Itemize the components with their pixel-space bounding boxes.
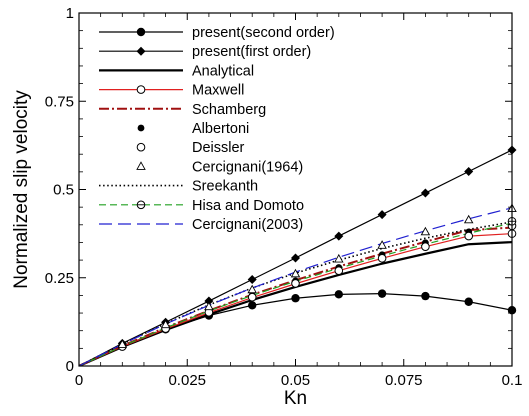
legend-entry-cercignani-2003: Cercignani(2003) <box>99 217 303 233</box>
y-tick-label: 1 <box>66 5 74 22</box>
data-point-present-second-order <box>377 289 387 298</box>
data-point-present-second-order <box>248 301 257 310</box>
legend-entry-hisa-and-domoto: Hisa and Domoto <box>99 198 304 214</box>
data-point-present-first-order <box>247 275 257 285</box>
data-point-present-first-order <box>334 231 344 241</box>
x-tick-label: 0 <box>75 372 83 389</box>
legend-entry-albertoni: Albertoni <box>137 121 249 137</box>
data-point-deissler <box>334 266 344 275</box>
x-tick-label: 0.075 <box>385 372 423 389</box>
legend-entry-cercignani-1964: Cercignani(1964) <box>136 159 303 175</box>
legend: present(second order) present(first order… <box>99 25 335 233</box>
legend-label: Deissler <box>192 140 245 156</box>
data-point-deissler <box>464 231 474 241</box>
data-point-present-second-order <box>291 294 300 303</box>
data-point-present-first-order <box>420 188 430 198</box>
y-tick-label: 0.25 <box>45 270 74 287</box>
data-point-deissler <box>247 292 257 302</box>
data-point-present-second-order <box>334 290 343 299</box>
legend-swatch-marker <box>136 200 146 210</box>
legend-label: Hisa and Domoto <box>192 198 304 214</box>
legend-label: Sreekanth <box>192 179 258 195</box>
legend-swatch-marker <box>136 27 146 37</box>
legend-swatch-marker <box>136 85 146 94</box>
data-point-present-second-order <box>421 291 430 301</box>
data-point-cercignani-1964 <box>117 339 128 348</box>
y-axis-label: Normalized slip velocity <box>11 90 32 289</box>
x-axis-label: Kn <box>284 388 307 409</box>
series-line-sreekanth <box>79 221 512 366</box>
series-line-present-second-order <box>79 293 512 366</box>
legend-label: present(first order) <box>192 44 311 60</box>
legend-label: Albertoni <box>192 121 249 137</box>
marker-layer <box>117 145 517 351</box>
data-point-cercignani-1964 <box>290 268 301 278</box>
legend-label: Cercignani(1964) <box>192 159 303 175</box>
legend-label: Maxwell <box>192 83 244 99</box>
legend-swatch-marker <box>136 46 146 56</box>
x-tick-label: 0.025 <box>168 372 206 389</box>
legend-swatch-marker <box>136 142 146 152</box>
data-point-cercignani-1964 <box>160 319 171 329</box>
y-tick-label: 0 <box>66 358 74 375</box>
x-tick-label: 0.1 <box>502 372 523 389</box>
y-tick-label: 0.5 <box>53 182 74 199</box>
legend-label: Analytical <box>192 63 254 79</box>
data-point-present-first-order <box>464 166 474 176</box>
legend-entry-schamberg: Schamberg <box>99 102 266 118</box>
legend-entry-present-first-order: present(first order) <box>99 44 311 60</box>
legend-label: Schamberg <box>192 102 266 118</box>
legend-label: Cercignani(2003) <box>192 217 303 233</box>
legend-swatch-marker <box>136 161 146 170</box>
data-point-cercignani-1964 <box>377 240 387 249</box>
legend-entry-maxwell: Maxwell <box>99 83 244 99</box>
data-point-deissler <box>421 242 430 251</box>
plot-frame <box>78 12 513 367</box>
legend-entry-deissler: Deissler <box>136 140 245 156</box>
data-point-cercignani-1964 <box>463 214 474 224</box>
data-point-cercignani-1964 <box>247 284 257 294</box>
data-point-present-first-order <box>377 210 387 220</box>
x-tick-label: 0.05 <box>281 372 310 389</box>
data-point-present-first-order <box>291 253 300 263</box>
legend-entry-present-second-order: present(second order) <box>99 25 335 41</box>
y-tick-label: 0.75 <box>45 93 74 110</box>
data-point-deissler <box>291 279 300 288</box>
data-point-present-second-order <box>464 297 473 306</box>
data-point-present-first-order <box>204 296 214 306</box>
legend-swatch-marker <box>137 124 145 132</box>
data-point-cercignani-1964 <box>420 226 431 236</box>
legend-label: present(second order) <box>192 25 335 41</box>
data-point-cercignani-1964 <box>334 253 344 263</box>
tick-layer: 0 0.025 0.05 0.075 0.1 0 0.25 0.5 0.75 1 <box>45 5 523 389</box>
legend-entry-sreekanth: Sreekanth <box>99 179 258 195</box>
legend-entry-analytical: Analytical <box>99 63 254 79</box>
data-point-deissler <box>377 254 387 263</box>
data-point-cercignani-1964 <box>204 301 214 311</box>
